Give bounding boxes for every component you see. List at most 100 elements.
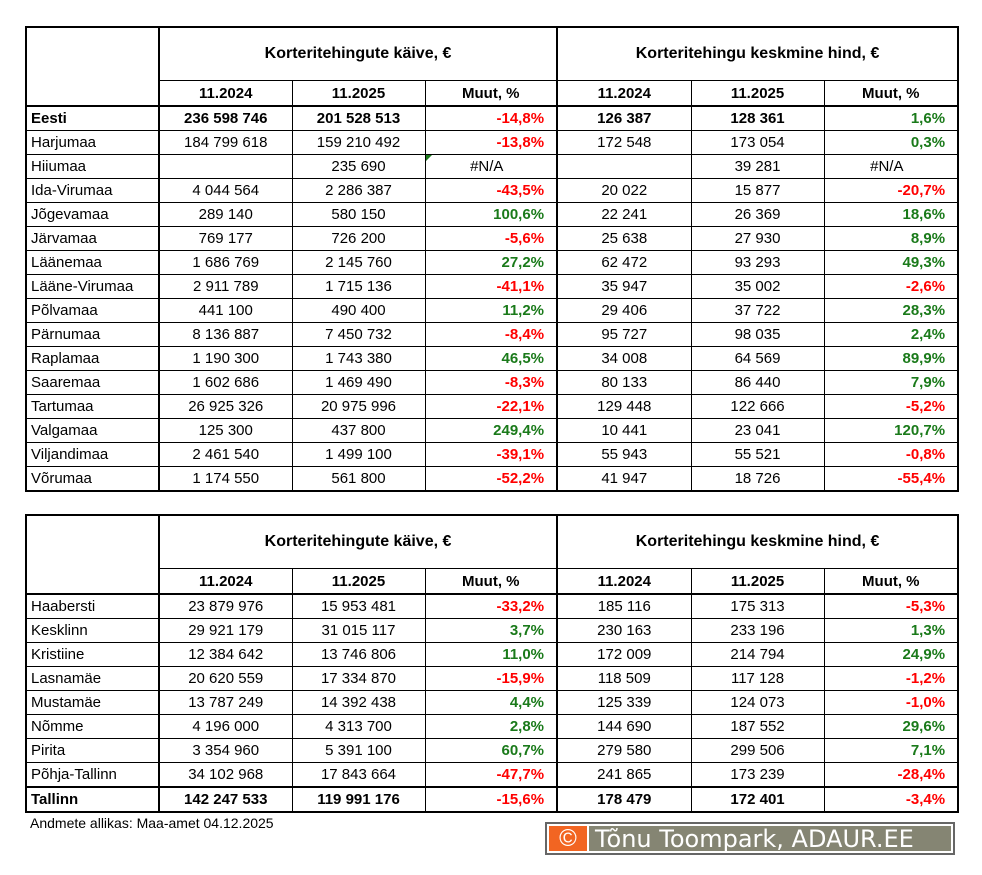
value-cell: 34 008	[556, 346, 692, 371]
value-cell: 117 128	[690, 666, 825, 691]
value-cell: 93 293	[690, 250, 825, 275]
table-row: Nõmme 4 196 000 4 313 700 2,8% 144 690 187 55…	[25, 714, 959, 739]
change-percent: 28,3%	[823, 298, 959, 323]
group-header-avg-price: Korteritehingu keskmine hind, €	[556, 26, 959, 81]
table-row: Tartumaa 26 925 326 20 975 996 -22,1% 129 44…	[25, 394, 959, 419]
value-cell: 159 210 492	[291, 130, 426, 155]
value-cell: 125 339	[556, 690, 692, 715]
region-name: Pirita	[25, 738, 160, 763]
value-cell: 129 448	[556, 394, 692, 419]
value-cell: 7 450 732	[291, 322, 426, 347]
value-cell: 769 177	[158, 226, 293, 251]
change-percent: 120,7%	[823, 418, 959, 443]
value-cell: 18 726	[690, 466, 825, 492]
value-cell: 15 953 481	[291, 593, 426, 619]
value-cell: 185 116	[556, 593, 692, 619]
change-percent: 8,9%	[823, 226, 959, 251]
value-cell: 12 384 642	[158, 642, 293, 667]
change-percent: -47,7%	[424, 762, 558, 788]
change-percent: -28,4%	[823, 762, 959, 788]
column-header: 11.2024	[556, 80, 692, 107]
column-header: 11.2024	[158, 568, 293, 595]
region-name: Nõmme	[25, 714, 160, 739]
change-percent: 2,4%	[823, 322, 959, 347]
value-cell: 10 441	[556, 418, 692, 443]
group-header-turnover: Korteritehingute käive, €	[157, 26, 558, 81]
change-percent: 24,9%	[823, 642, 959, 667]
column-header: Muut, %	[424, 568, 558, 595]
table-row: Pirita 3 354 960 5 391 100 60,7% 279 580 299 …	[25, 738, 959, 763]
value-cell: 173 054	[690, 130, 825, 155]
value-cell: 26 925 326	[158, 394, 293, 419]
value-cell: 1 499 100	[291, 442, 426, 467]
value-cell: 35 002	[690, 274, 825, 299]
change-percent: -8,3%	[424, 370, 558, 395]
change-percent: #N/A	[823, 154, 959, 179]
value-cell: 86 440	[690, 370, 825, 395]
value-cell: 124 073	[690, 690, 825, 715]
region-name: Saaremaa	[25, 370, 160, 395]
table-row: Ida-Virumaa 4 044 564 2 286 387 -43,5% 20 02…	[25, 178, 959, 203]
value-cell: 214 794	[690, 642, 825, 667]
column-header: 11.2025	[291, 568, 426, 595]
error-indicator-icon	[426, 155, 432, 161]
change-percent: 249,4%	[424, 418, 558, 443]
column-header-row: 11.2024 11.2025 Muut, % 11.2024 11.2025 Muut,…	[26, 80, 959, 107]
value-cell: 55 943	[556, 442, 692, 467]
region-name: Põhja-Tallinn	[25, 762, 160, 788]
value-cell: 14 392 438	[291, 690, 426, 715]
change-percent: 0,3%	[823, 130, 959, 155]
value-cell: 184 799 618	[158, 130, 293, 155]
change-percent: 1,6%	[823, 105, 959, 131]
table-row: Viljandimaa 2 461 540 1 499 100 -39,1% 55 94…	[25, 442, 959, 467]
county-table: Korteritehingute käive, € Korteritehingu …	[25, 26, 960, 492]
change-percent: 27,2%	[424, 250, 558, 275]
value-cell: 279 580	[556, 738, 692, 763]
value-cell: 8 136 887	[158, 322, 293, 347]
value-cell	[158, 154, 293, 179]
value-cell: 299 506	[690, 738, 825, 763]
table-row: Pärnumaa 8 136 887 7 450 732 -8,4% 95 727 98 …	[25, 322, 959, 347]
value-cell: 175 313	[690, 593, 825, 619]
value-cell: 62 472	[556, 250, 692, 275]
value-cell: 2 145 760	[291, 250, 426, 275]
value-cell: 27 930	[690, 226, 825, 251]
change-percent: -5,3%	[823, 593, 959, 619]
value-cell: 35 947	[556, 274, 692, 299]
change-percent: 11,0%	[424, 642, 558, 667]
change-percent: 18,6%	[823, 202, 959, 227]
region-name: Läänemaa	[25, 250, 160, 275]
table-row: Lasnamäe 20 620 559 17 334 870 -15,9% 118 50…	[25, 666, 959, 691]
value-cell: 98 035	[690, 322, 825, 347]
value-cell: 13 787 249	[158, 690, 293, 715]
value-cell: 201 528 513	[291, 105, 426, 131]
value-cell: 1 743 380	[291, 346, 426, 371]
change-percent: -1,0%	[823, 690, 959, 715]
change-percent: 60,7%	[424, 738, 558, 763]
group-header-row: Korteritehingute käive, € Korteritehingu …	[25, 514, 959, 595]
value-cell: 17 334 870	[291, 666, 426, 691]
change-percent: -33,2%	[424, 593, 558, 619]
value-cell: 3 354 960	[158, 738, 293, 763]
region-name: Põlvamaa	[25, 298, 160, 323]
table-row: Lääne-Virumaa 2 911 789 1 715 136 -41,1% 35 …	[25, 274, 959, 299]
region-name: Kesklinn	[25, 618, 160, 643]
region-name: Tallinn	[25, 786, 160, 813]
value-cell: 173 239	[690, 762, 825, 788]
change-percent: -5,2%	[823, 394, 959, 419]
value-cell: 241 865	[556, 762, 692, 788]
table-row: Mustamäe 13 787 249 14 392 438 4,4% 125 339 1…	[25, 690, 959, 715]
value-cell: 80 133	[556, 370, 692, 395]
value-cell: 2 461 540	[158, 442, 293, 467]
table-row: Raplamaa 1 190 300 1 743 380 46,5% 34 008 64 …	[25, 346, 959, 371]
value-cell: 5 391 100	[291, 738, 426, 763]
value-cell: 233 196	[690, 618, 825, 643]
region-name: Ida-Virumaa	[25, 178, 160, 203]
change-percent: 11,2%	[424, 298, 558, 323]
table-row: Harjumaa 184 799 618 159 210 492 -13,8% 172 …	[25, 130, 959, 155]
region-name: Lääne-Virumaa	[25, 274, 160, 299]
tallinn-districts-table: Korteritehingute käive, € Korteritehingu …	[25, 514, 960, 813]
value-cell: 178 479	[556, 786, 692, 813]
change-percent: 7,9%	[823, 370, 959, 395]
column-header: 11.2025	[690, 80, 825, 107]
